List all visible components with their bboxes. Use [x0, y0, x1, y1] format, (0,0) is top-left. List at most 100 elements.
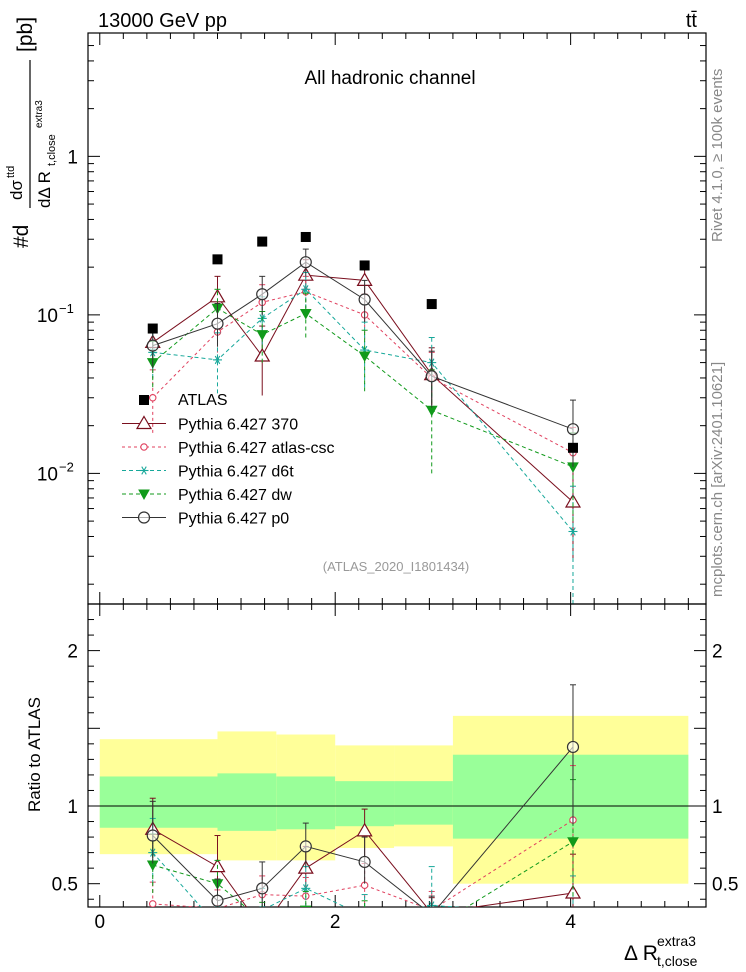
analysis-watermark: (ATLAS_2020_I1801434) [323, 559, 469, 574]
ratio-series-marker [356, 822, 373, 837]
legend-marker [138, 489, 150, 501]
ratio-series-marker-triangle [564, 884, 582, 899]
atlas-data [147, 231, 578, 453]
ratio-series-marker [301, 884, 311, 893]
series-marker-circle [566, 423, 580, 436]
ratio-series-marker-circle [426, 909, 437, 920]
legend-marker-triangle [135, 415, 153, 430]
ratio-series-marker-star-arm [215, 922, 220, 930]
series-marker-circle-small [148, 394, 157, 402]
ratio-band-green-4 [394, 781, 453, 825]
mcplots-source-note: mcplots.cern.ch [arXiv:2401.10621] [709, 362, 726, 597]
ratio-ytick-label-right: 0.5 [712, 875, 738, 896]
atlas-data-point [257, 236, 268, 247]
ratio-series-marker [299, 905, 312, 907]
ratio-bands [99, 715, 689, 884]
legend-label: Pythia 6.427 p0 [178, 511, 289, 528]
ratio-series-marker [358, 855, 371, 869]
series-marker [566, 423, 580, 436]
legend-marker [139, 466, 149, 475]
main-ylabel: #d dσ ttd dΔ R t,close extra3 [pb] [5, 17, 58, 248]
ratio-series-marker [567, 837, 579, 848]
atlas-data-point-square [359, 260, 370, 271]
ratio-band-green-0 [99, 776, 218, 828]
xtick-label: 2 [330, 912, 341, 933]
legend-marker [135, 415, 153, 430]
ratio-series-marker [213, 922, 222, 930]
x-axis-label-main: Δ R [624, 942, 658, 965]
ratio-series-marker-star-arm [362, 912, 367, 920]
ratio-series-marker-triangle-down [360, 915, 370, 924]
ratio-series-marker [566, 740, 580, 754]
legend-label: Pythia 6.427 d6t [178, 464, 294, 481]
series-marker [211, 317, 224, 330]
series-marker-circle [299, 256, 312, 269]
main-ytick-label-exponent: −1 [59, 301, 74, 316]
main-ytick-label: 10 [37, 464, 58, 485]
series-marker-star-arm [570, 527, 576, 536]
ratio-series-marker [299, 840, 312, 853]
series-marker-triangle-down [299, 309, 312, 320]
series-marker [301, 285, 311, 294]
ratio-series-marker [564, 884, 582, 899]
atlas-data-point-square [257, 236, 268, 247]
atlas-data-point [147, 323, 158, 334]
main-ylabel-numerator-sup: ttd [5, 166, 17, 178]
ratio-series-marker-triangle [356, 822, 373, 837]
ratio-series-marker-star-arm [362, 912, 367, 920]
x-axis-label-sup: extra3 [657, 933, 696, 949]
ratio-ytick-label-right: 2 [712, 642, 723, 663]
legend-marker-circle-small [140, 443, 148, 451]
ratio-band-green-5 [452, 754, 689, 839]
rivet-version-note: Rivet 4.1.0, ≥ 100k events [709, 69, 726, 242]
legend-label-atlas: ATLAS [178, 392, 228, 409]
ratio-series-marker-circle [358, 855, 371, 869]
atlas-data-point-square [212, 254, 223, 265]
main-ytick-label-exponent: −2 [59, 459, 74, 474]
atlas-data-point [300, 231, 311, 242]
series-marker [299, 256, 312, 269]
series-marker [425, 370, 438, 383]
series-marker-star-arm [214, 355, 221, 365]
ratio-series-marker-triangle [255, 922, 269, 934]
main-ytick-label: 1 [67, 147, 78, 168]
main-ylabel-denominator-sub: t,close [46, 134, 58, 166]
main-ylabel-numerator: dσ [7, 180, 26, 200]
atlas-data-point [426, 299, 437, 310]
atlas-data-point-square [147, 323, 158, 334]
main-ylabel-denominator: dΔ R [35, 171, 54, 208]
ratio-series-marker [429, 906, 434, 907]
ratio-series-marker-triangle-down [257, 917, 267, 926]
legend-label: Pythia 6.427 370 [178, 417, 298, 434]
atlas-data-point [567, 442, 578, 453]
ratio-series-4 [146, 684, 580, 920]
ratio-band-green-1 [217, 773, 277, 831]
ratio-series-marker-circle [211, 894, 224, 907]
ratio-series-marker-circle-small [148, 900, 157, 907]
ratio-series-marker-circle-small [429, 906, 434, 907]
ratio-frame [87, 603, 707, 908]
ratio-series-marker [360, 915, 370, 924]
atlas-data-point-square [426, 299, 437, 310]
legend-marker-triangle-down [138, 489, 150, 501]
ratio-series-marker [256, 882, 269, 895]
legend-marker-circle [137, 511, 151, 524]
ratio-ylabel: Ratio to ATLAS [25, 697, 44, 812]
series-marker [299, 309, 312, 320]
ratio-series-marker-circle [146, 829, 159, 842]
ratio-band-green-2 [276, 776, 336, 830]
ratio-series-marker-star-arm [303, 884, 309, 893]
series-marker-triangle-down [425, 405, 438, 417]
series-marker-circle [425, 370, 438, 383]
series-marker-circle [146, 339, 159, 352]
ratio-series-marker [427, 925, 437, 934]
legend-marker [140, 443, 148, 451]
xtick-label: 4 [565, 912, 576, 933]
ratio-series-marker-circle [256, 882, 269, 895]
series-marker [146, 339, 159, 352]
ratio-series-marker-triangle-down [427, 925, 437, 934]
main-ylabel-denominator-sup: extra3 [34, 100, 45, 128]
ratio-series-marker-triangle [430, 905, 433, 907]
atlas-data-point-square [300, 231, 311, 242]
main-ytick-label: 10 [37, 306, 58, 327]
